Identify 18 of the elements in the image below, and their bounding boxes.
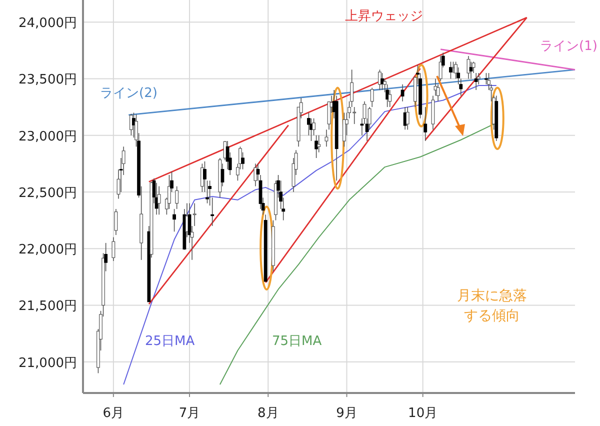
x-tick-label: 8月 bbox=[257, 406, 279, 421]
series-label: 75日MA bbox=[272, 334, 322, 349]
y-tick-label: 21,000円 bbox=[18, 356, 77, 371]
text: 上昇ウェッジ bbox=[345, 9, 423, 24]
annotation: 月末に急落する傾向 bbox=[457, 288, 527, 324]
y-tick-label: 24,000円 bbox=[18, 16, 77, 32]
x-tick-label: 6月 bbox=[102, 406, 124, 421]
series-label: 25日MA bbox=[145, 334, 195, 349]
x-tick-label: 10月 bbox=[408, 406, 438, 421]
y-tick-label: 23,000円 bbox=[18, 129, 77, 144]
x-tick-label: 7月 bbox=[178, 406, 200, 421]
y-tick-label: 21,500円 bbox=[18, 299, 77, 314]
x-tick-label: 9月 bbox=[336, 406, 358, 421]
y-tick-label: 23,500円 bbox=[18, 72, 77, 88]
y-tick-label: 22,000円 bbox=[18, 242, 77, 258]
series-label: ライン(2) bbox=[100, 86, 158, 101]
series-label: ライン(1) bbox=[540, 39, 598, 54]
y-tick-label: 22,500円 bbox=[18, 186, 77, 201]
